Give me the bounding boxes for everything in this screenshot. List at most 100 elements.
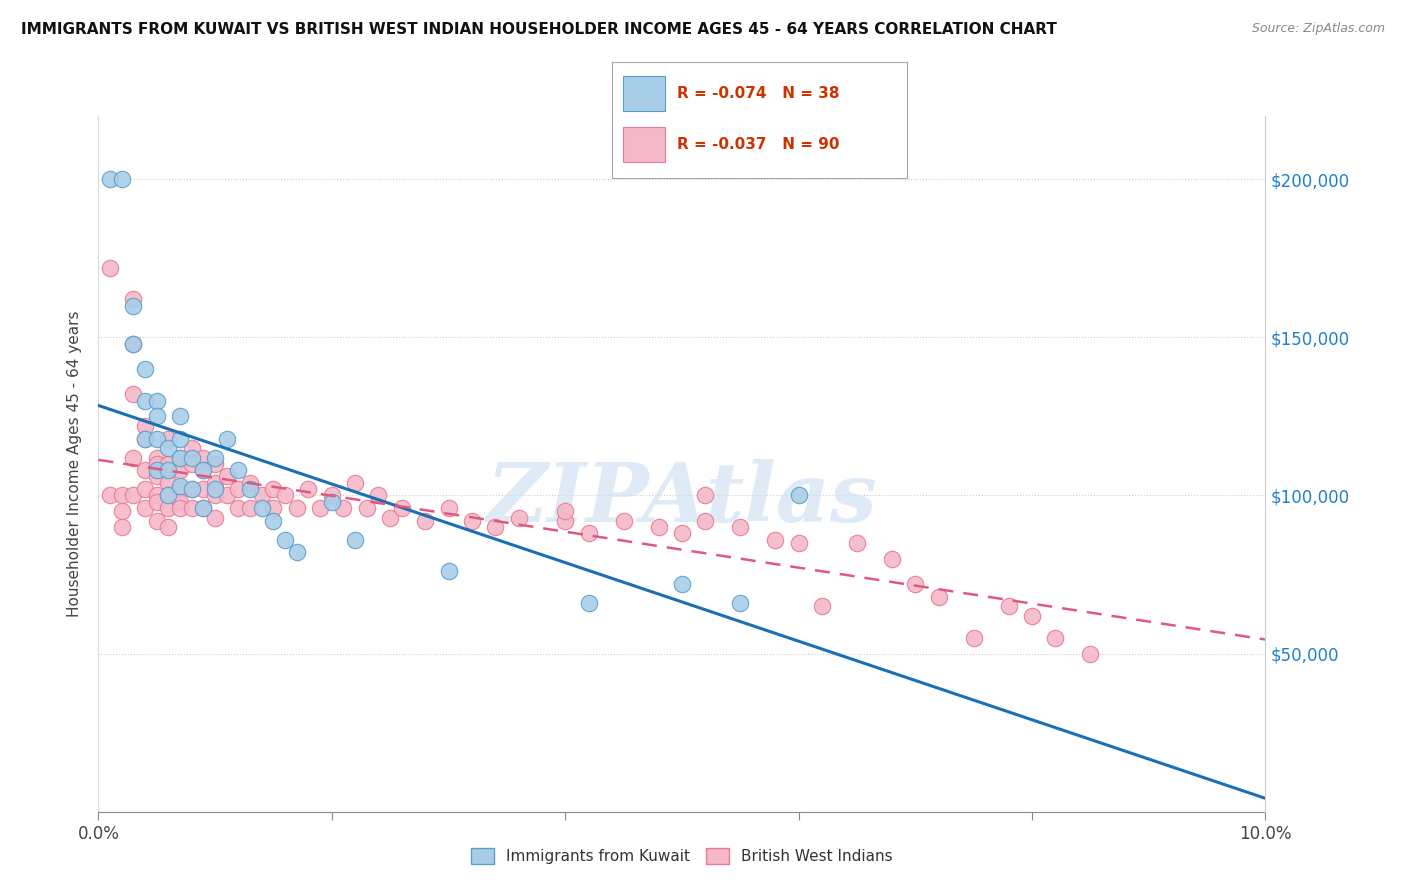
Point [157,488,180,502]
Point [262,482,284,496]
Point [321,488,343,502]
Point [262,501,284,516]
Point [122,387,145,401]
Point [111,520,134,534]
Point [169,479,191,493]
Point [204,450,226,465]
Point [146,393,169,408]
Point [250,501,273,516]
Point [134,432,156,446]
Point [730,596,752,610]
Point [169,501,191,516]
Point [157,520,180,534]
Legend: Immigrants from Kuwait, British West Indians: Immigrants from Kuwait, British West Ind… [465,842,898,871]
Point [904,577,927,591]
Point [157,488,180,502]
Point [367,488,389,502]
Point [180,501,202,516]
Point [146,457,169,471]
Point [193,450,215,465]
Point [250,488,273,502]
Point [134,362,156,376]
Point [239,482,262,496]
Point [612,514,634,528]
Bar [623,128,665,162]
Point [122,299,145,313]
Point [437,501,460,516]
Point [204,482,226,496]
Point [297,482,319,496]
Point [122,450,145,465]
Point [98,260,121,275]
Point [228,501,250,516]
Point [787,536,810,550]
Point [763,533,786,547]
Point [962,631,984,645]
Point [437,565,460,579]
Text: Source: ZipAtlas.com: Source: ZipAtlas.com [1251,22,1385,36]
Point [508,510,530,524]
Point [811,599,834,614]
Point [134,501,156,516]
Point [180,482,202,496]
Point [578,596,600,610]
Point [122,293,145,307]
Point [204,457,226,471]
Point [695,488,717,502]
Point [461,514,484,528]
Point [180,482,202,496]
Point [169,495,191,509]
Point [787,488,810,502]
Point [928,590,950,604]
Point [146,432,169,446]
Point [391,501,413,516]
Point [157,475,180,490]
Point [180,457,202,471]
Text: ZIPAtlas: ZIPAtlas [486,458,877,539]
Point [134,482,156,496]
Point [215,469,238,483]
Point [193,463,215,477]
Point [671,577,693,591]
Point [239,475,262,490]
Text: IMMIGRANTS FROM KUWAIT VS BRITISH WEST INDIAN HOUSEHOLDER INCOME AGES 45 - 64 YE: IMMIGRANTS FROM KUWAIT VS BRITISH WEST I… [21,22,1057,37]
Point [228,463,250,477]
Point [169,482,191,496]
Point [180,441,202,455]
Point [169,450,191,465]
Point [134,463,156,477]
Point [193,482,215,496]
Point [285,545,308,559]
Point [146,495,169,509]
Point [332,501,354,516]
Point [111,504,134,518]
Point [111,488,134,502]
Point [146,488,169,502]
Point [554,514,576,528]
Point [321,495,343,509]
Point [169,463,191,477]
Point [356,501,378,516]
Text: R = -0.074   N = 38: R = -0.074 N = 38 [676,87,839,102]
Point [122,336,145,351]
Point [262,514,284,528]
Bar [623,77,665,112]
Point [380,510,402,524]
Point [146,514,169,528]
Point [344,533,367,547]
Point [1080,647,1102,661]
Point [134,393,156,408]
Point [98,488,121,502]
Point [344,475,367,490]
Point [157,432,180,446]
Point [204,488,226,502]
Point [169,432,191,446]
Point [204,510,226,524]
Point [413,514,436,528]
Point [730,520,752,534]
Point [193,501,215,516]
Point [578,526,600,541]
Point [98,172,121,186]
Point [215,432,238,446]
Point [169,450,191,465]
